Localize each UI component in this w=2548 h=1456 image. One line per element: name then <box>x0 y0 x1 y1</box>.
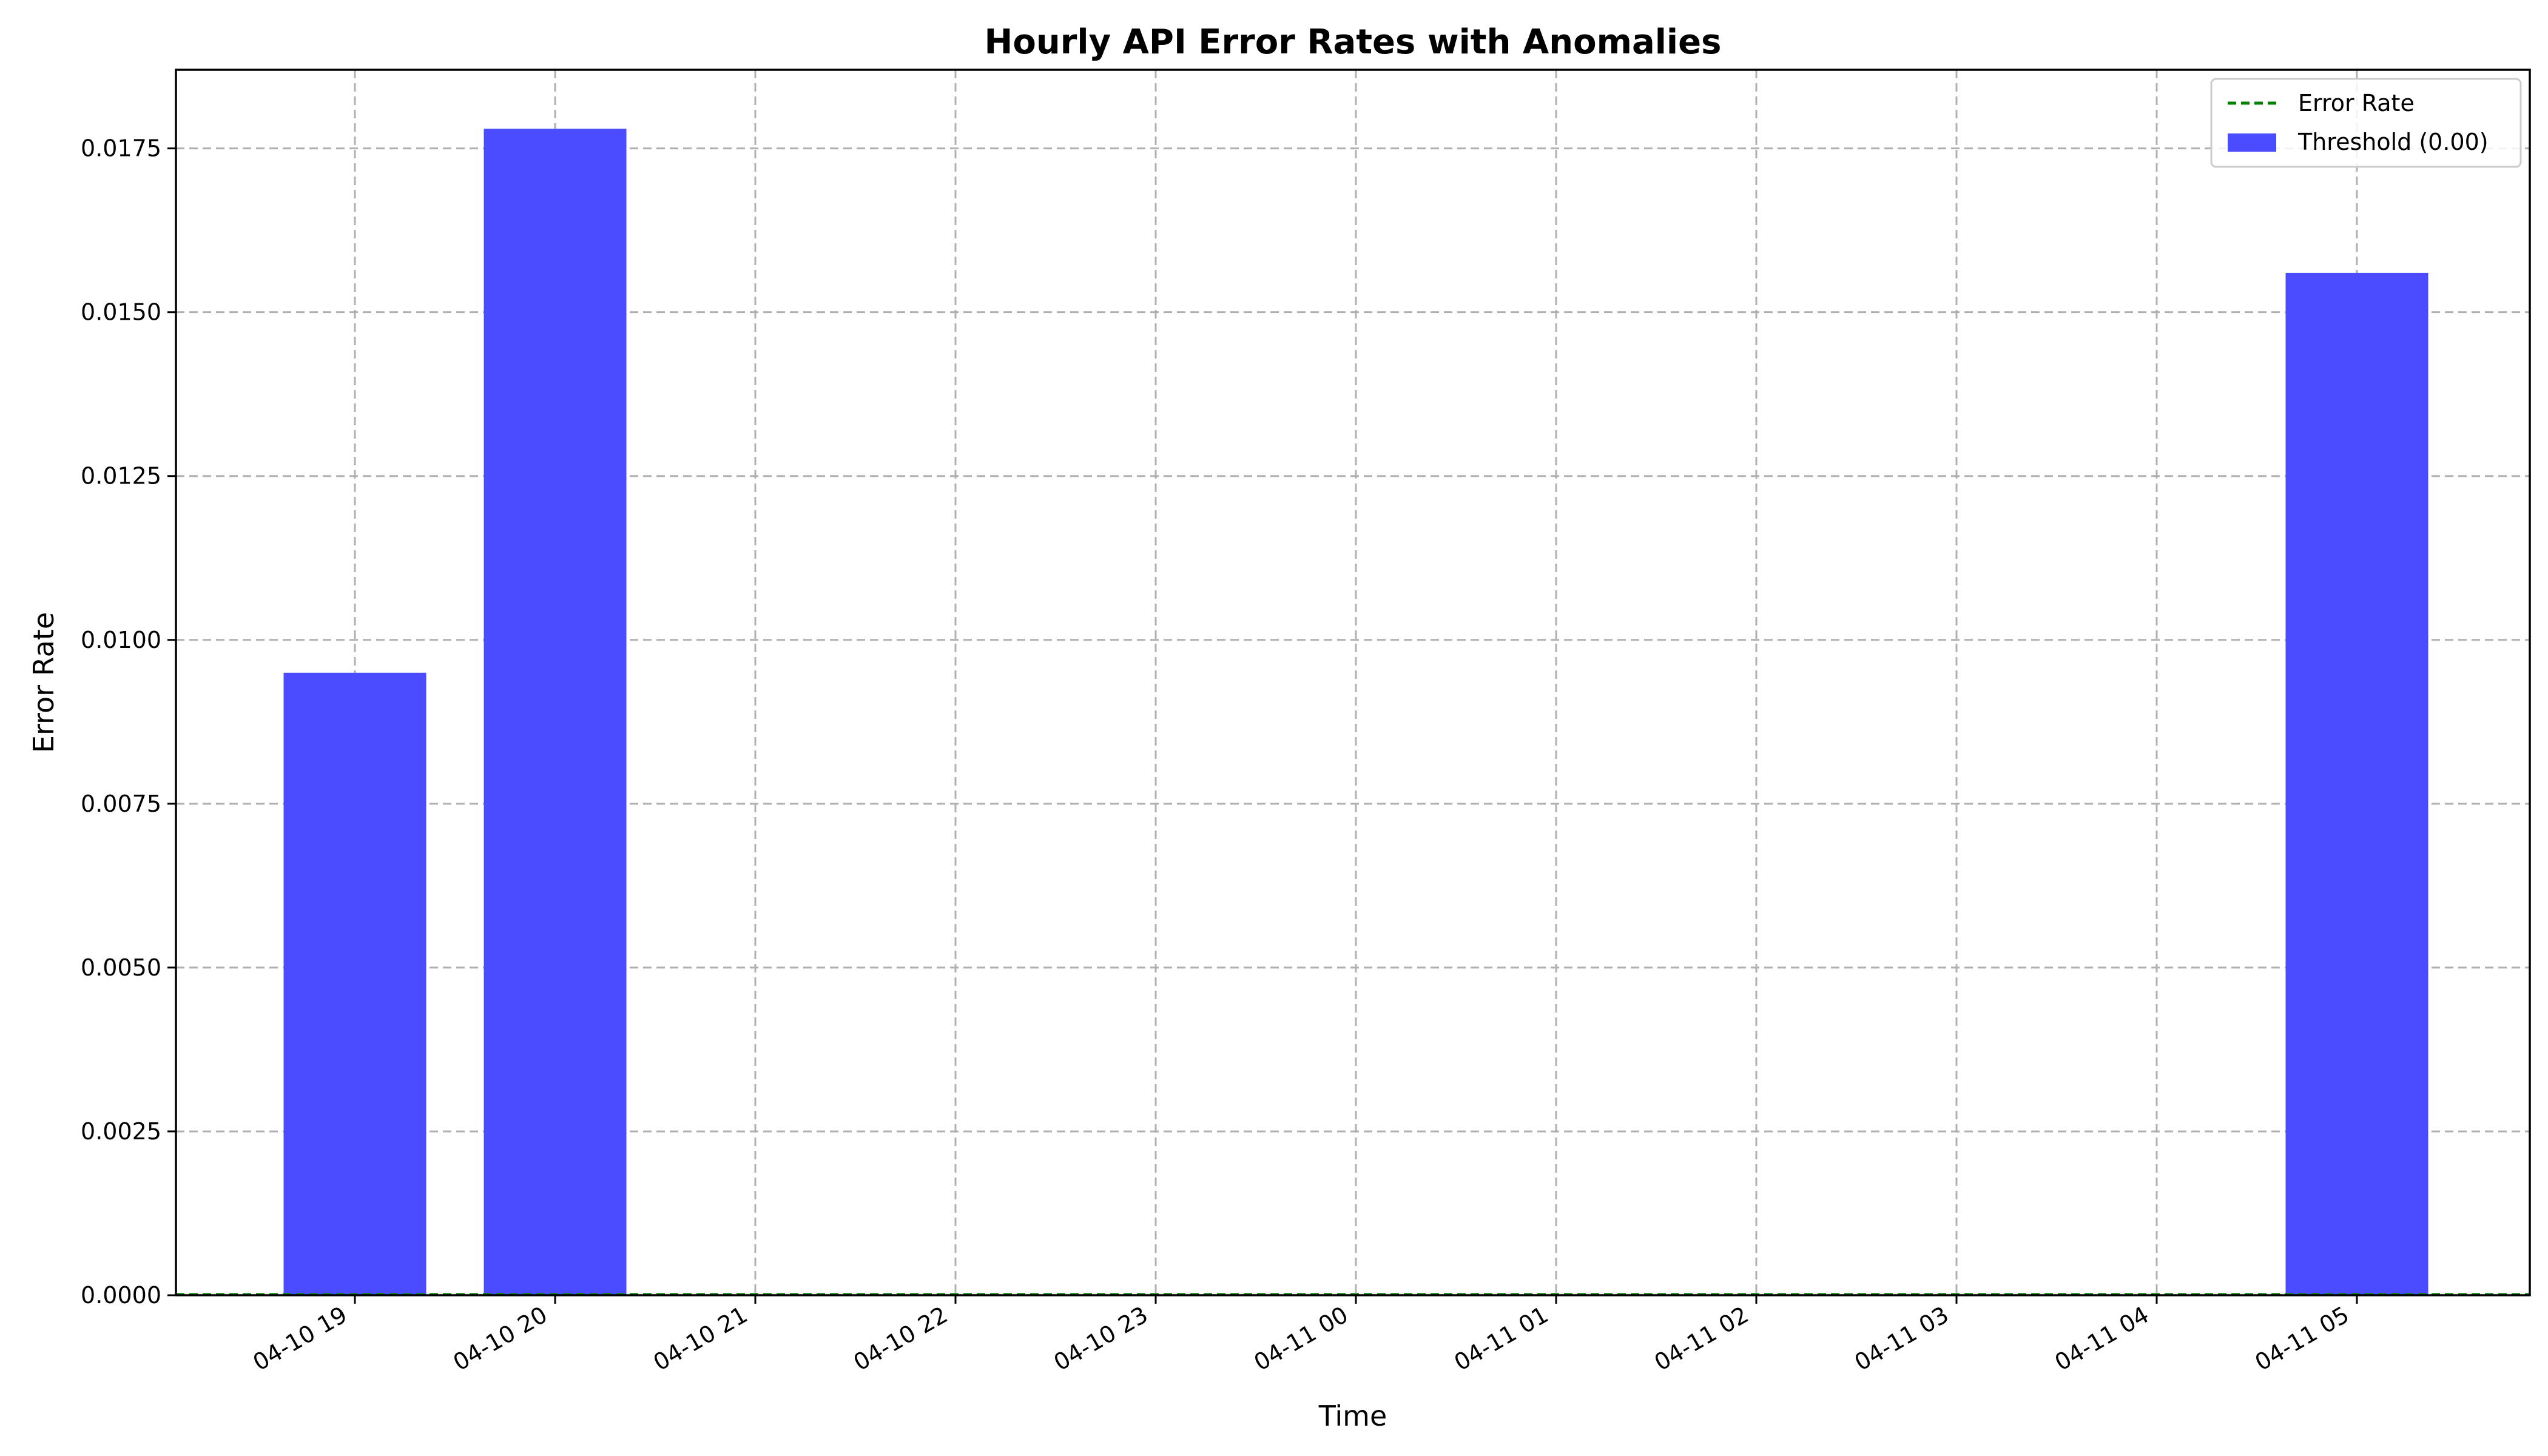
x-axis-label: Time <box>1318 1400 1387 1432</box>
y-axis-ticks: 0.0000 0.0025 0.0050 0.0075 0.0100 0.0125 0.01… <box>81 135 176 1309</box>
legend: Error Rate Threshold (0.00) <box>2210 78 2522 168</box>
legend-label-error-rate: Error Rate <box>2298 90 2415 116</box>
y-tick-label: 0.0075 <box>81 790 161 817</box>
bars <box>283 129 2428 1296</box>
y-tick-label: 0.0125 <box>81 463 161 490</box>
y-tick-label: 0.0150 <box>81 299 161 326</box>
bar-04-11-05 <box>2285 272 2428 1295</box>
bar-04-10-20 <box>484 129 627 1296</box>
chart-title: Hourly API Error Rates with Anomalies <box>985 22 1722 62</box>
y-tick-label: 0.0175 <box>81 135 161 162</box>
y-axis-label: Error Rate <box>27 612 60 753</box>
bar-04-10-19 <box>283 672 426 1295</box>
plot-frame <box>175 69 2531 1296</box>
legend-swatch-threshold <box>2228 133 2276 152</box>
y-tick-label: 0.0000 <box>81 1282 161 1309</box>
y-tick-label: 0.0050 <box>81 954 161 981</box>
y-tick-label: 0.0025 <box>81 1118 161 1145</box>
y-tick-label: 0.0100 <box>81 627 161 653</box>
legend-label-threshold: Threshold (0.00) <box>2297 129 2489 155</box>
legend-box <box>2210 78 2522 168</box>
